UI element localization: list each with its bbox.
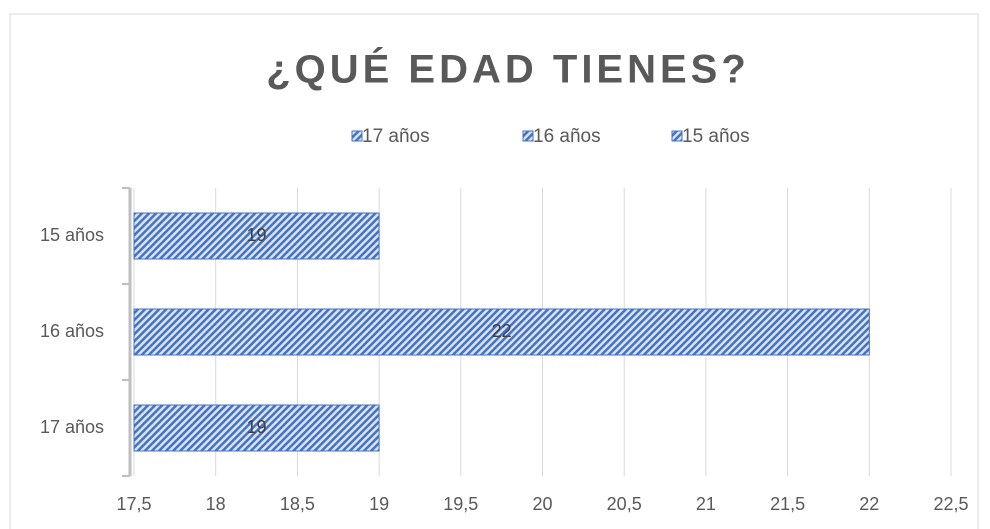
y-tick-label: 17 años xyxy=(40,417,104,437)
y-tick-label: 15 años xyxy=(40,225,104,245)
x-tick-label: 18,5 xyxy=(280,494,315,514)
x-tick-label: 19,5 xyxy=(443,494,478,514)
bar xyxy=(133,404,380,452)
x-tick-label: 22 xyxy=(859,494,879,514)
bar xyxy=(133,308,870,356)
y-tick-label: 16 años xyxy=(40,321,104,341)
legend-swatch xyxy=(671,130,683,142)
x-tick-label: 21,5 xyxy=(770,494,805,514)
x-tick-label: 19 xyxy=(369,494,389,514)
legend-swatch xyxy=(522,130,534,142)
bar xyxy=(133,212,380,260)
x-tick-label: 21 xyxy=(696,494,716,514)
value-label: 19 xyxy=(247,225,267,245)
value-label: 19 xyxy=(247,417,267,437)
x-tick-label: 20 xyxy=(532,494,552,514)
x-tick-label: 17,5 xyxy=(116,494,151,514)
legend-label: 16 años xyxy=(533,126,601,147)
x-tick-label: 18 xyxy=(206,494,226,514)
legend-swatch xyxy=(351,130,363,142)
legend-label: 15 años xyxy=(682,126,750,147)
value-label: 22 xyxy=(492,321,512,341)
x-tick-label: 20,5 xyxy=(607,494,642,514)
legend-label: 17 años xyxy=(362,126,430,147)
x-tick-label: 22,5 xyxy=(933,494,968,514)
chart-title: ¿QUÉ EDAD TIENES? xyxy=(266,47,750,92)
